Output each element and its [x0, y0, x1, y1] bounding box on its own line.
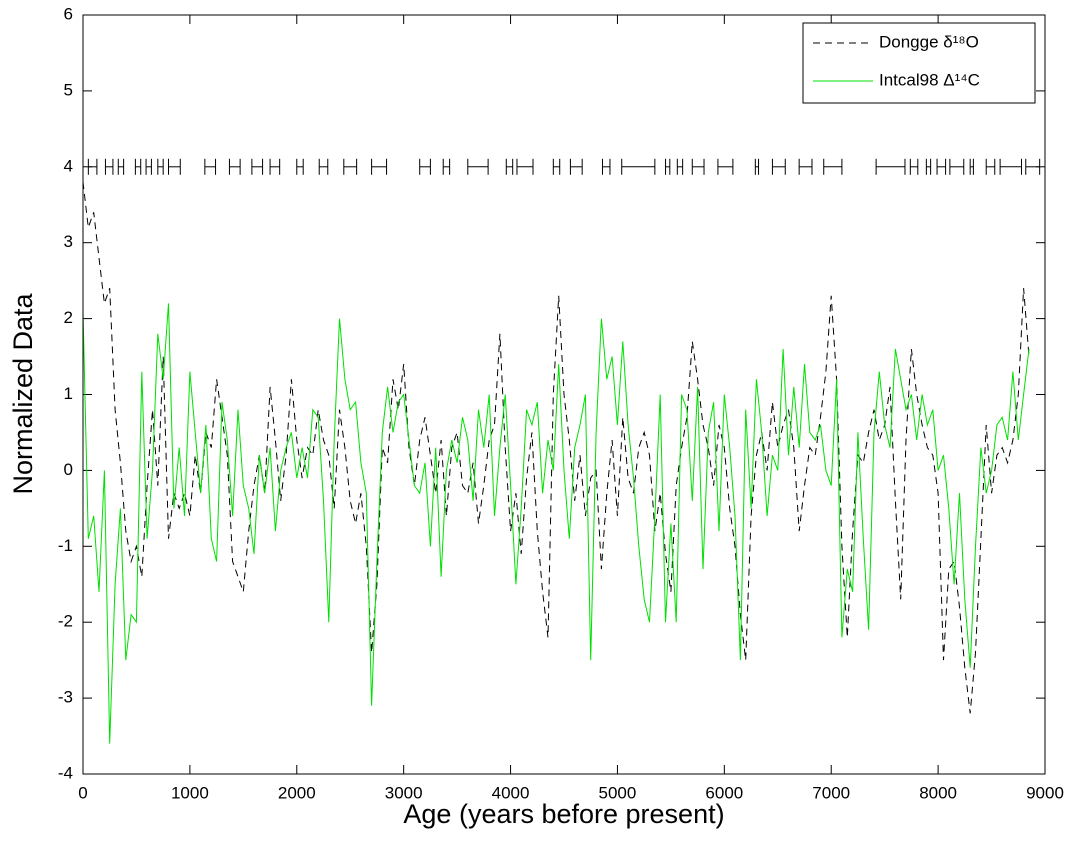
x-tick-label: 1000: [171, 783, 209, 802]
x-tick-label: 4000: [492, 783, 530, 802]
dating-interval: [343, 158, 358, 175]
dating-interval: [601, 158, 611, 175]
y-tick-label: 2: [64, 308, 73, 327]
dating-interval: [949, 158, 965, 175]
dating-interval: [419, 158, 431, 175]
dating-interval: [909, 158, 919, 175]
dating-interval: [552, 158, 561, 175]
y-tick-label: 5: [64, 80, 73, 99]
y-tick-label: -4: [58, 763, 73, 782]
legend-label: Dongge δ¹⁸O: [879, 32, 979, 51]
x-tick-label: 0: [78, 783, 87, 802]
x-tick-label: 8000: [919, 783, 957, 802]
y-tick-label: -3: [58, 688, 73, 707]
y-axis-label: Normalized Data: [8, 292, 38, 494]
y-tick-label: -2: [58, 612, 73, 631]
x-tick-label: 3000: [385, 783, 423, 802]
legend-label: Intcal98 Δ¹⁴C: [879, 70, 980, 89]
dating-interval: [157, 158, 164, 175]
x-tick-label: 5000: [599, 783, 637, 802]
y-tick-label: 4: [64, 156, 73, 175]
dating-interval: [925, 158, 932, 175]
dating-interval: [875, 158, 906, 175]
dating-interval: [754, 158, 760, 175]
dating-interval: [1025, 158, 1041, 175]
dating-interval: [145, 158, 152, 175]
dating-interval: [665, 158, 671, 175]
dating-interval: [505, 158, 514, 175]
x-tick-label: 9000: [1026, 783, 1064, 802]
dating-interval: [621, 158, 656, 175]
dating-interval: [691, 158, 705, 175]
dating-interval: [296, 158, 304, 175]
y-tick-label: -1: [58, 536, 73, 555]
dating-interval: [104, 158, 114, 175]
x-tick-label: 7000: [812, 783, 850, 802]
dating-interval: [134, 158, 142, 175]
dating-interval: [251, 158, 264, 175]
y-tick-label: 0: [64, 460, 73, 479]
dating-interval: [798, 158, 813, 175]
y-tick-label: 3: [64, 232, 73, 251]
dating-interval: [371, 158, 388, 175]
plot-frame: [82, 14, 1046, 775]
dating-interval: [467, 158, 489, 175]
dating-interval: [204, 158, 217, 175]
dating-interval: [985, 158, 996, 175]
dating-interval: [771, 158, 786, 175]
dating-interval: [228, 158, 241, 175]
x-axis-label: Age (years before present): [403, 799, 724, 829]
dating-interval: [936, 158, 947, 175]
legend-box: [802, 22, 1036, 104]
dating-interval: [269, 158, 281, 175]
dating-interval: [717, 158, 734, 175]
dating-interval: [676, 158, 684, 175]
y-tick-label: 1: [64, 384, 73, 403]
y-tick-label: 6: [64, 4, 73, 23]
dating-interval: [516, 158, 534, 175]
x-tick-label: 6000: [705, 783, 743, 802]
dating-interval: [442, 158, 451, 175]
x-tick-label: 2000: [278, 783, 316, 802]
dating-interval: [569, 158, 583, 175]
dating-interval: [87, 158, 98, 175]
dating-interval: [823, 158, 843, 175]
dating-interval: [318, 158, 329, 175]
series-line: [82, 181, 1030, 714]
series-line: [82, 303, 1030, 744]
dating-interval: [168, 158, 181, 175]
dating-interval: [117, 158, 125, 175]
dating-interval: [969, 158, 974, 175]
dating-interval: [999, 158, 1022, 175]
